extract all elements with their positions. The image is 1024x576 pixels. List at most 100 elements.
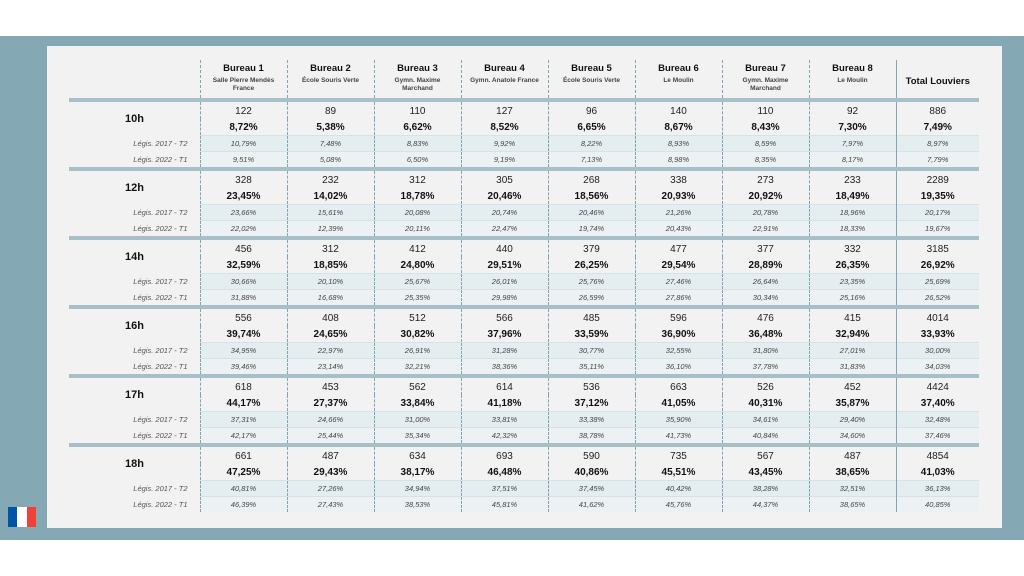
participation-rate-cell: 44,17% bbox=[199, 395, 287, 412]
participation-rate-cell: 24,80% bbox=[373, 257, 461, 274]
hour-label: 12h bbox=[125, 181, 144, 194]
reference-rate-cell: 32,55% bbox=[634, 342, 722, 359]
total-rate-cell: 33,93% bbox=[895, 326, 979, 343]
voters-count-cell: 536 bbox=[547, 378, 635, 395]
reference-rate-cell: 22,91% bbox=[721, 220, 809, 236]
participation-rate-cell: 38,17% bbox=[373, 464, 461, 481]
bureau-header: Bureau 6 Le Moulin bbox=[634, 60, 722, 98]
reference-rate-cell: 45,76% bbox=[634, 496, 722, 512]
voters-count-cell: 476 bbox=[721, 309, 809, 326]
participation-rate-cell: 29,51% bbox=[460, 257, 548, 274]
voters-count-cell: 89 bbox=[286, 102, 374, 119]
bureau-name: Bureau 5 bbox=[571, 63, 612, 74]
total-rate-cell: 37,40% bbox=[895, 395, 979, 412]
reference-rate-cell: 7,97% bbox=[808, 135, 896, 152]
header-corner bbox=[69, 60, 200, 98]
reference-rate-row: Légis. 2022 - T1 31,88% 16,68% 25,35% 29,98%… bbox=[69, 289, 979, 305]
reference-rate-cell: 20,74% bbox=[460, 204, 548, 221]
reference-rate-cell: 21,26% bbox=[634, 204, 722, 221]
reference-rate-cell: 7,79% bbox=[895, 151, 979, 167]
reference-rate-cell: 26,01% bbox=[460, 273, 548, 290]
participation-rate-cell: 7,30% bbox=[808, 119, 896, 136]
top-letterbox bbox=[0, 0, 1024, 36]
hour-label: 17h bbox=[125, 388, 144, 401]
participation-rate-row: 47,25% 29,43% 38,17% 46,48% 40,86% 45,51% 43,4… bbox=[69, 464, 979, 481]
participation-rate-row: 8,72% 5,38% 6,62% 8,52% 6,65% 8,67% 8,43% 7,30%… bbox=[69, 119, 979, 136]
reference-rate-cell: 37,45% bbox=[547, 480, 635, 497]
reference-label: Légis. 2017 - T2 bbox=[69, 204, 200, 221]
voters-count-cell: 596 bbox=[634, 309, 722, 326]
reference-rate-cell: 27,46% bbox=[634, 273, 722, 290]
bureau-header: Bureau 2 École Souris Verte bbox=[286, 60, 374, 98]
participation-table: Bureau 1 Salle Pierre Mendès France Burea… bbox=[69, 60, 979, 512]
voters-count-row: 17h 618 453 562 614 536 663 526 452 4424 bbox=[69, 378, 979, 401]
reference-rate-cell: 22,02% bbox=[199, 220, 287, 236]
reference-rate-cell: 37,31% bbox=[199, 411, 287, 428]
reference-rate-cell: 40,84% bbox=[721, 427, 809, 443]
voters-count-cell: 415 bbox=[808, 309, 896, 326]
voters-count-cell: 332 bbox=[808, 240, 896, 257]
reference-rate-cell: 42,32% bbox=[460, 427, 548, 443]
participation-rate-cell: 27,37% bbox=[286, 395, 374, 412]
hour-label: 10h bbox=[125, 112, 144, 125]
voters-count-cell: 556 bbox=[199, 309, 287, 326]
voters-count-row: 10h 122 89 110 127 96 140 110 92 886 bbox=[69, 102, 979, 125]
participation-rate-cell: 39,74% bbox=[199, 326, 287, 343]
hour-label: 16h bbox=[125, 319, 144, 332]
voters-count-cell: 312 bbox=[286, 240, 374, 257]
section-separator bbox=[69, 374, 979, 378]
voters-count-cell: 567 bbox=[721, 447, 809, 464]
participation-rate-cell: 40,86% bbox=[547, 464, 635, 481]
reference-rate-cell: 34,03% bbox=[895, 358, 979, 374]
voters-count-cell: 485 bbox=[547, 309, 635, 326]
total-voters-cell: 3185 bbox=[895, 240, 979, 257]
participation-rate-cell: 32,94% bbox=[808, 326, 896, 343]
participation-rate-cell: 45,51% bbox=[634, 464, 722, 481]
reference-rate-row: Légis. 2022 - T1 22,02% 12,39% 20,11% 22,47%… bbox=[69, 220, 979, 236]
reference-rate-cell: 34,60% bbox=[808, 427, 896, 443]
voters-count-cell: 408 bbox=[286, 309, 374, 326]
reference-rate-row: Légis. 2017 - T2 10,79% 7,48% 8,83% 9,92% 8,2… bbox=[69, 135, 979, 152]
voters-count-cell: 110 bbox=[373, 102, 461, 119]
reference-rate-cell: 36,10% bbox=[634, 358, 722, 374]
separator-bar bbox=[69, 98, 979, 102]
reference-label: Légis. 2022 - T1 bbox=[69, 358, 200, 374]
participation-rate-cell: 29,43% bbox=[286, 464, 374, 481]
reference-rate-cell: 8,97% bbox=[895, 135, 979, 152]
reference-rate-cell: 31,83% bbox=[808, 358, 896, 374]
participation-rate-cell: 20,93% bbox=[634, 188, 722, 205]
flag-blue-stripe bbox=[8, 507, 18, 527]
voters-count-cell: 663 bbox=[634, 378, 722, 395]
reference-rate-row: Légis. 2017 - T2 23,66% 15,61% 20,08% 20,74%… bbox=[69, 204, 979, 221]
section-separator bbox=[69, 167, 979, 171]
total-voters-cell: 4854 bbox=[895, 447, 979, 464]
voters-count-cell: 693 bbox=[460, 447, 548, 464]
voters-count-cell: 305 bbox=[460, 171, 548, 188]
bottom-letterbox bbox=[0, 540, 1024, 576]
participation-rate-cell: 18,56% bbox=[547, 188, 635, 205]
bureau-name: Bureau 1 bbox=[223, 63, 264, 74]
voters-count-row: 16h 556 408 512 566 485 596 476 415 4014 bbox=[69, 309, 979, 332]
reference-rate-cell: 22,97% bbox=[286, 342, 374, 359]
participation-rate-cell: 28,89% bbox=[721, 257, 809, 274]
voters-count-cell: 232 bbox=[286, 171, 374, 188]
total-rate-cell: 41,03% bbox=[895, 464, 979, 481]
reference-rate-cell: 27,26% bbox=[286, 480, 374, 497]
reference-rate-cell: 31,28% bbox=[460, 342, 548, 359]
participation-rate-cell: 41,18% bbox=[460, 395, 548, 412]
reference-rate-cell: 8,17% bbox=[808, 151, 896, 167]
reference-rate-cell: 40,85% bbox=[895, 496, 979, 512]
participation-rate-cell: 43,45% bbox=[721, 464, 809, 481]
bureau-location: Le Moulin bbox=[837, 77, 868, 84]
reference-rate-row: Légis. 2017 - T2 34,95% 22,97% 26,91% 31,28%… bbox=[69, 342, 979, 359]
reference-rate-cell: 31,00% bbox=[373, 411, 461, 428]
participation-rate-cell: 8,67% bbox=[634, 119, 722, 136]
bureau-location: Le Moulin bbox=[663, 77, 694, 84]
reference-rate-cell: 20,17% bbox=[895, 204, 979, 221]
participation-rate-cell: 35,87% bbox=[808, 395, 896, 412]
reference-rate-cell: 40,81% bbox=[199, 480, 287, 497]
reference-rate-cell: 30,34% bbox=[721, 289, 809, 305]
reference-rate-cell: 30,00% bbox=[895, 342, 979, 359]
voters-count-cell: 477 bbox=[634, 240, 722, 257]
participation-rate-cell: 6,65% bbox=[547, 119, 635, 136]
